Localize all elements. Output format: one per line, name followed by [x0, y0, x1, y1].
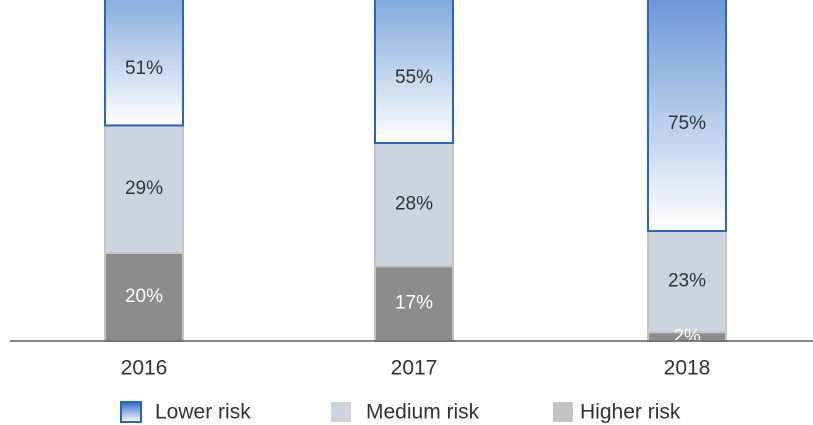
data-label-lower-risk-2018: 75% — [668, 113, 706, 134]
data-label-higher-risk-2018: 2% — [673, 327, 701, 348]
legend-label-medium-risk: Medium risk — [366, 401, 480, 424]
bars-group — [104, 0, 727, 343]
data-label-higher-risk-2016: 20% — [125, 286, 163, 307]
bar-lower-risk-2016 — [104, 0, 184, 127]
x-tick-labels: 2016 2017 2018 — [121, 357, 711, 380]
x-tick-label-2017: 2017 — [391, 357, 438, 380]
x-tick-label-2016: 2016 — [121, 357, 168, 380]
bar-lower-risk-2018 — [647, 0, 727, 232]
bar-medium-risk-2017 — [374, 142, 454, 268]
legend-swatch-medium-risk — [331, 402, 351, 422]
data-label-medium-risk-2017: 28% — [395, 194, 433, 215]
x-tick-label-2018: 2018 — [664, 357, 711, 380]
bar-lower-risk-2017 — [374, 0, 454, 144]
legend: Lower risk Medium risk Higher risk — [120, 401, 681, 424]
bar-medium-risk-2018 — [647, 230, 727, 334]
data-label-medium-risk-2018: 23% — [668, 271, 706, 292]
bar-higher-risk-2016 — [104, 252, 184, 342]
legend-swatch-higher-risk — [553, 402, 573, 422]
data-label-lower-risk-2016: 51% — [125, 58, 163, 79]
legend-swatch-lower-risk — [120, 401, 142, 423]
bar-medium-risk-2016 — [104, 124, 184, 254]
data-label-lower-risk-2017: 55% — [395, 67, 433, 88]
legend-label-higher-risk: Higher risk — [580, 401, 681, 424]
bar-labels-group: 20% 29% 51% 17% 28% 55% 2% 23% 75% — [125, 58, 706, 348]
data-label-medium-risk-2016: 29% — [125, 178, 163, 199]
legend-label-lower-risk: Lower risk — [155, 401, 251, 424]
data-label-higher-risk-2017: 17% — [395, 293, 433, 314]
